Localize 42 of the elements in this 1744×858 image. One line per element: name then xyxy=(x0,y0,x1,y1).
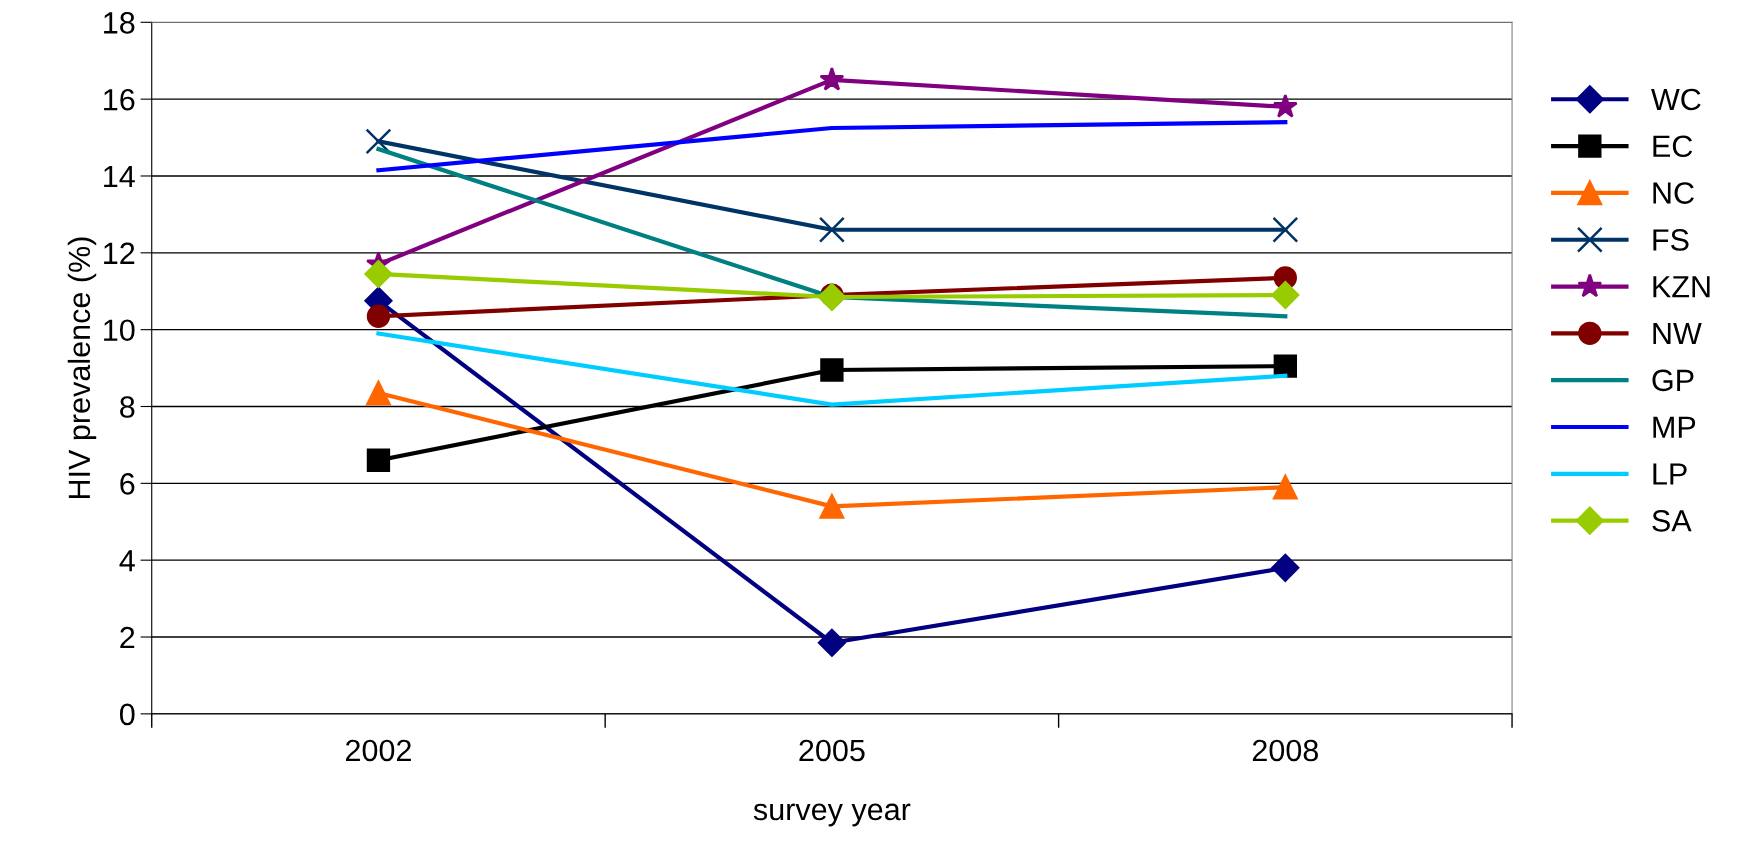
x-tick-label: 2005 xyxy=(799,739,865,762)
point xyxy=(1271,553,1300,582)
legend-label: NC xyxy=(1653,182,1694,204)
y-tick-label: 2 xyxy=(120,626,135,649)
legend-label: MP xyxy=(1653,416,1696,438)
point xyxy=(819,494,845,519)
point xyxy=(1271,281,1300,310)
y-tick-label: 12 xyxy=(104,242,135,264)
point xyxy=(1272,93,1298,118)
y-tick-label: 10 xyxy=(104,319,135,342)
y-tick-label: 6 xyxy=(120,473,135,495)
legend-label: SA xyxy=(1652,510,1692,532)
point xyxy=(366,448,391,472)
point xyxy=(817,282,846,312)
point xyxy=(365,128,392,155)
legend-label: FS xyxy=(1653,229,1689,251)
y-tick-label: 18 xyxy=(104,12,135,34)
y-tick-label: 8 xyxy=(120,396,135,418)
x-tick-label: 2008 xyxy=(1252,739,1318,762)
legend-label: WC xyxy=(1651,88,1701,111)
y-tick-label: 4 xyxy=(119,550,135,572)
legend-label: LP xyxy=(1653,463,1687,485)
legend-label: GP xyxy=(1652,369,1694,392)
legend-label: KZN xyxy=(1653,276,1710,298)
point xyxy=(818,216,845,243)
point xyxy=(1272,216,1299,243)
point xyxy=(817,628,846,657)
x-tick-label: 2002 xyxy=(346,739,411,762)
legend-label: NW xyxy=(1653,323,1702,345)
y-tick-label: 16 xyxy=(104,88,135,111)
point xyxy=(366,380,391,406)
point xyxy=(820,358,844,382)
legend-label: EC xyxy=(1653,135,1693,158)
point xyxy=(364,259,393,288)
y-tick-label: 14 xyxy=(104,166,135,188)
point xyxy=(1273,354,1297,378)
point xyxy=(1272,474,1298,500)
point xyxy=(819,66,845,91)
point xyxy=(366,304,391,328)
y-tick-label: 0 xyxy=(119,703,135,726)
x-axis-title: survey year xyxy=(753,803,911,827)
y-axis-title: HIV prevalence (%) xyxy=(67,237,97,499)
